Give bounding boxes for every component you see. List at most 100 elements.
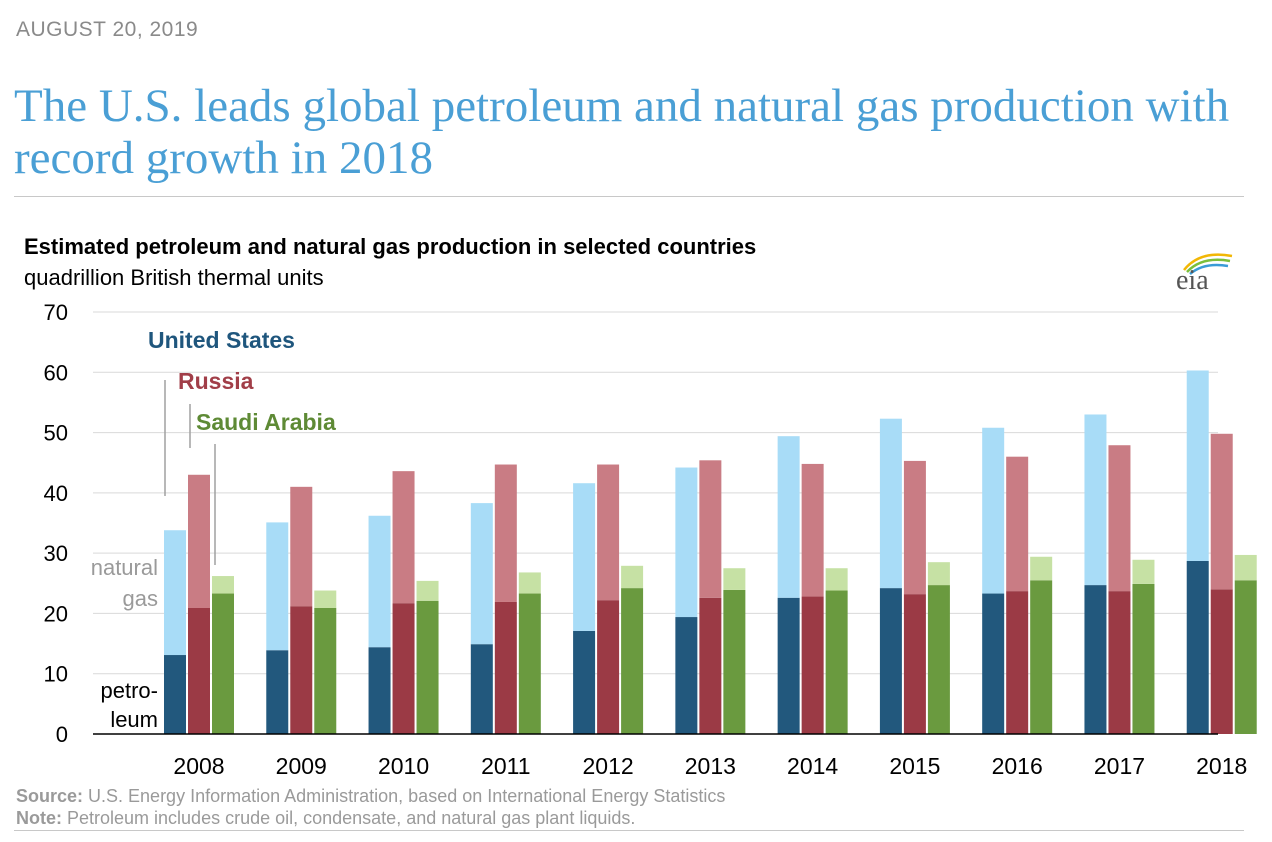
bar-gas-russia	[801, 463, 824, 597]
y-tick-label: 50	[44, 421, 68, 446]
note-line: Note: Petroleum includes crude oil, cond…	[16, 807, 725, 829]
bar-petroleum-united-states	[164, 655, 186, 734]
bar-gas-russia	[392, 471, 415, 604]
bar-gas-saudi-arabia	[621, 565, 644, 589]
legend-label: United States	[148, 327, 295, 353]
bar-petroleum-russia	[801, 596, 824, 734]
bar-petroleum-russia	[188, 608, 210, 734]
bar-gas-united-states	[1084, 414, 1107, 586]
bar-petroleum-russia	[1108, 591, 1131, 734]
bar-petroleum-united-states	[777, 597, 800, 734]
bar-gas-russia	[1006, 456, 1029, 592]
x-tick-label: 2015	[889, 753, 940, 779]
bar-gas-russia	[188, 474, 210, 609]
bar-gas-russia	[1108, 445, 1131, 592]
x-tick-label: 2016	[992, 753, 1043, 779]
bar-gas-russia	[1210, 433, 1233, 590]
bar-petroleum-saudi-arabia	[212, 593, 234, 734]
note-text: Petroleum includes crude oil, condensate…	[62, 808, 636, 828]
annotation-petroleum-line2: leum	[110, 707, 158, 732]
bar-gas-russia	[290, 486, 313, 607]
bar-petroleum-russia	[903, 594, 926, 734]
annotation-petroleum-line1: petro-	[101, 678, 158, 703]
bar-petroleum-united-states	[470, 644, 493, 734]
bar-gas-saudi-arabia	[1132, 559, 1155, 584]
bar-gas-united-states	[1186, 370, 1209, 561]
source-line: Source: U.S. Energy Information Administ…	[16, 785, 725, 807]
source-label: Source:	[16, 786, 84, 806]
source-text: U.S. Energy Information Administration, …	[83, 786, 726, 806]
bar-gas-saudi-arabia	[518, 572, 541, 594]
eia-logo: eia	[1176, 253, 1233, 294]
bar-petroleum-saudi-arabia	[927, 585, 950, 734]
bar-petroleum-saudi-arabia	[416, 600, 439, 734]
bar-petroleum-united-states	[368, 647, 391, 734]
eia-logo-text: eia	[1176, 265, 1209, 294]
bar-petroleum-saudi-arabia	[518, 593, 541, 734]
chart-title: Estimated petroleum and natural gas prod…	[24, 234, 757, 259]
bar-gas-saudi-arabia	[825, 568, 848, 591]
bar-petroleum-united-states	[675, 617, 698, 734]
legend-label: Russia	[178, 368, 254, 394]
publish-date: AUGUST 20, 2019	[16, 18, 199, 41]
bar-petroleum-united-states	[1084, 585, 1107, 734]
bar-gas-russia	[494, 464, 517, 602]
bar-gas-united-states	[573, 483, 596, 631]
x-tick-label: 2014	[787, 753, 838, 779]
x-tick-label: 2018	[1196, 753, 1247, 779]
x-tick-label: 2012	[583, 753, 634, 779]
bar-petroleum-russia	[1006, 591, 1029, 734]
note-label: Note:	[16, 808, 62, 828]
bar-gas-united-states	[982, 427, 1005, 594]
bar-petroleum-united-states	[879, 588, 902, 734]
chart-subtitle: quadrillion British thermal units	[24, 265, 324, 290]
y-tick-label: 30	[44, 541, 68, 566]
x-tick-label: 2008	[173, 753, 224, 779]
annotation-natural-gas-line1: natural	[91, 555, 158, 580]
x-tick-label: 2013	[685, 753, 736, 779]
bar-petroleum-russia	[392, 603, 415, 734]
y-tick-label: 20	[44, 601, 68, 626]
bar-petroleum-saudi-arabia	[1030, 580, 1053, 734]
bar-petroleum-saudi-arabia	[621, 588, 644, 734]
bar-gas-saudi-arabia	[212, 576, 234, 594]
bar-gas-saudi-arabia	[1234, 554, 1257, 581]
bar-petroleum-russia	[290, 606, 313, 734]
bar-petroleum-united-states	[982, 593, 1005, 734]
bar-gas-russia	[903, 460, 926, 595]
bar-petroleum-united-states	[266, 650, 289, 734]
bar-gas-saudi-arabia	[927, 562, 950, 586]
y-tick-label: 40	[44, 481, 68, 506]
x-tick-label: 2017	[1094, 753, 1145, 779]
bar-gas-russia	[597, 464, 620, 601]
bar-gas-united-states	[879, 418, 902, 589]
bar-petroleum-saudi-arabia	[1132, 583, 1155, 734]
y-tick-label: 0	[56, 722, 68, 747]
bar-gas-saudi-arabia	[314, 590, 337, 609]
bottom-divider	[14, 830, 1244, 831]
bar-gas-united-states	[266, 522, 289, 651]
y-tick-label: 70	[44, 300, 68, 325]
bar-petroleum-united-states	[1186, 560, 1209, 734]
bar-gas-russia	[699, 460, 722, 598]
bar-gas-united-states	[470, 503, 493, 645]
x-tick-label: 2010	[378, 753, 429, 779]
bar-gas-saudi-arabia	[1030, 556, 1053, 581]
bar-gas-united-states	[777, 436, 800, 598]
top-divider	[14, 196, 1244, 197]
bar-gas-saudi-arabia	[416, 580, 439, 601]
headline: The U.S. leads global petroleum and natu…	[14, 80, 1230, 184]
x-tick-label: 2011	[481, 753, 530, 779]
bar-petroleum-united-states	[573, 630, 596, 734]
bar-petroleum-russia	[699, 597, 722, 734]
bar-gas-united-states	[368, 515, 391, 648]
chart-footer: Source: U.S. Energy Information Administ…	[16, 785, 725, 829]
annotation-natural-gas-line2: gas	[123, 586, 158, 611]
bar-petroleum-saudi-arabia	[825, 590, 848, 734]
bar-petroleum-saudi-arabia	[314, 608, 337, 734]
bar-gas-saudi-arabia	[723, 568, 746, 590]
y-tick-label: 60	[44, 360, 68, 385]
legend-label: Saudi Arabia	[196, 409, 336, 435]
y-tick-label: 10	[44, 662, 68, 687]
